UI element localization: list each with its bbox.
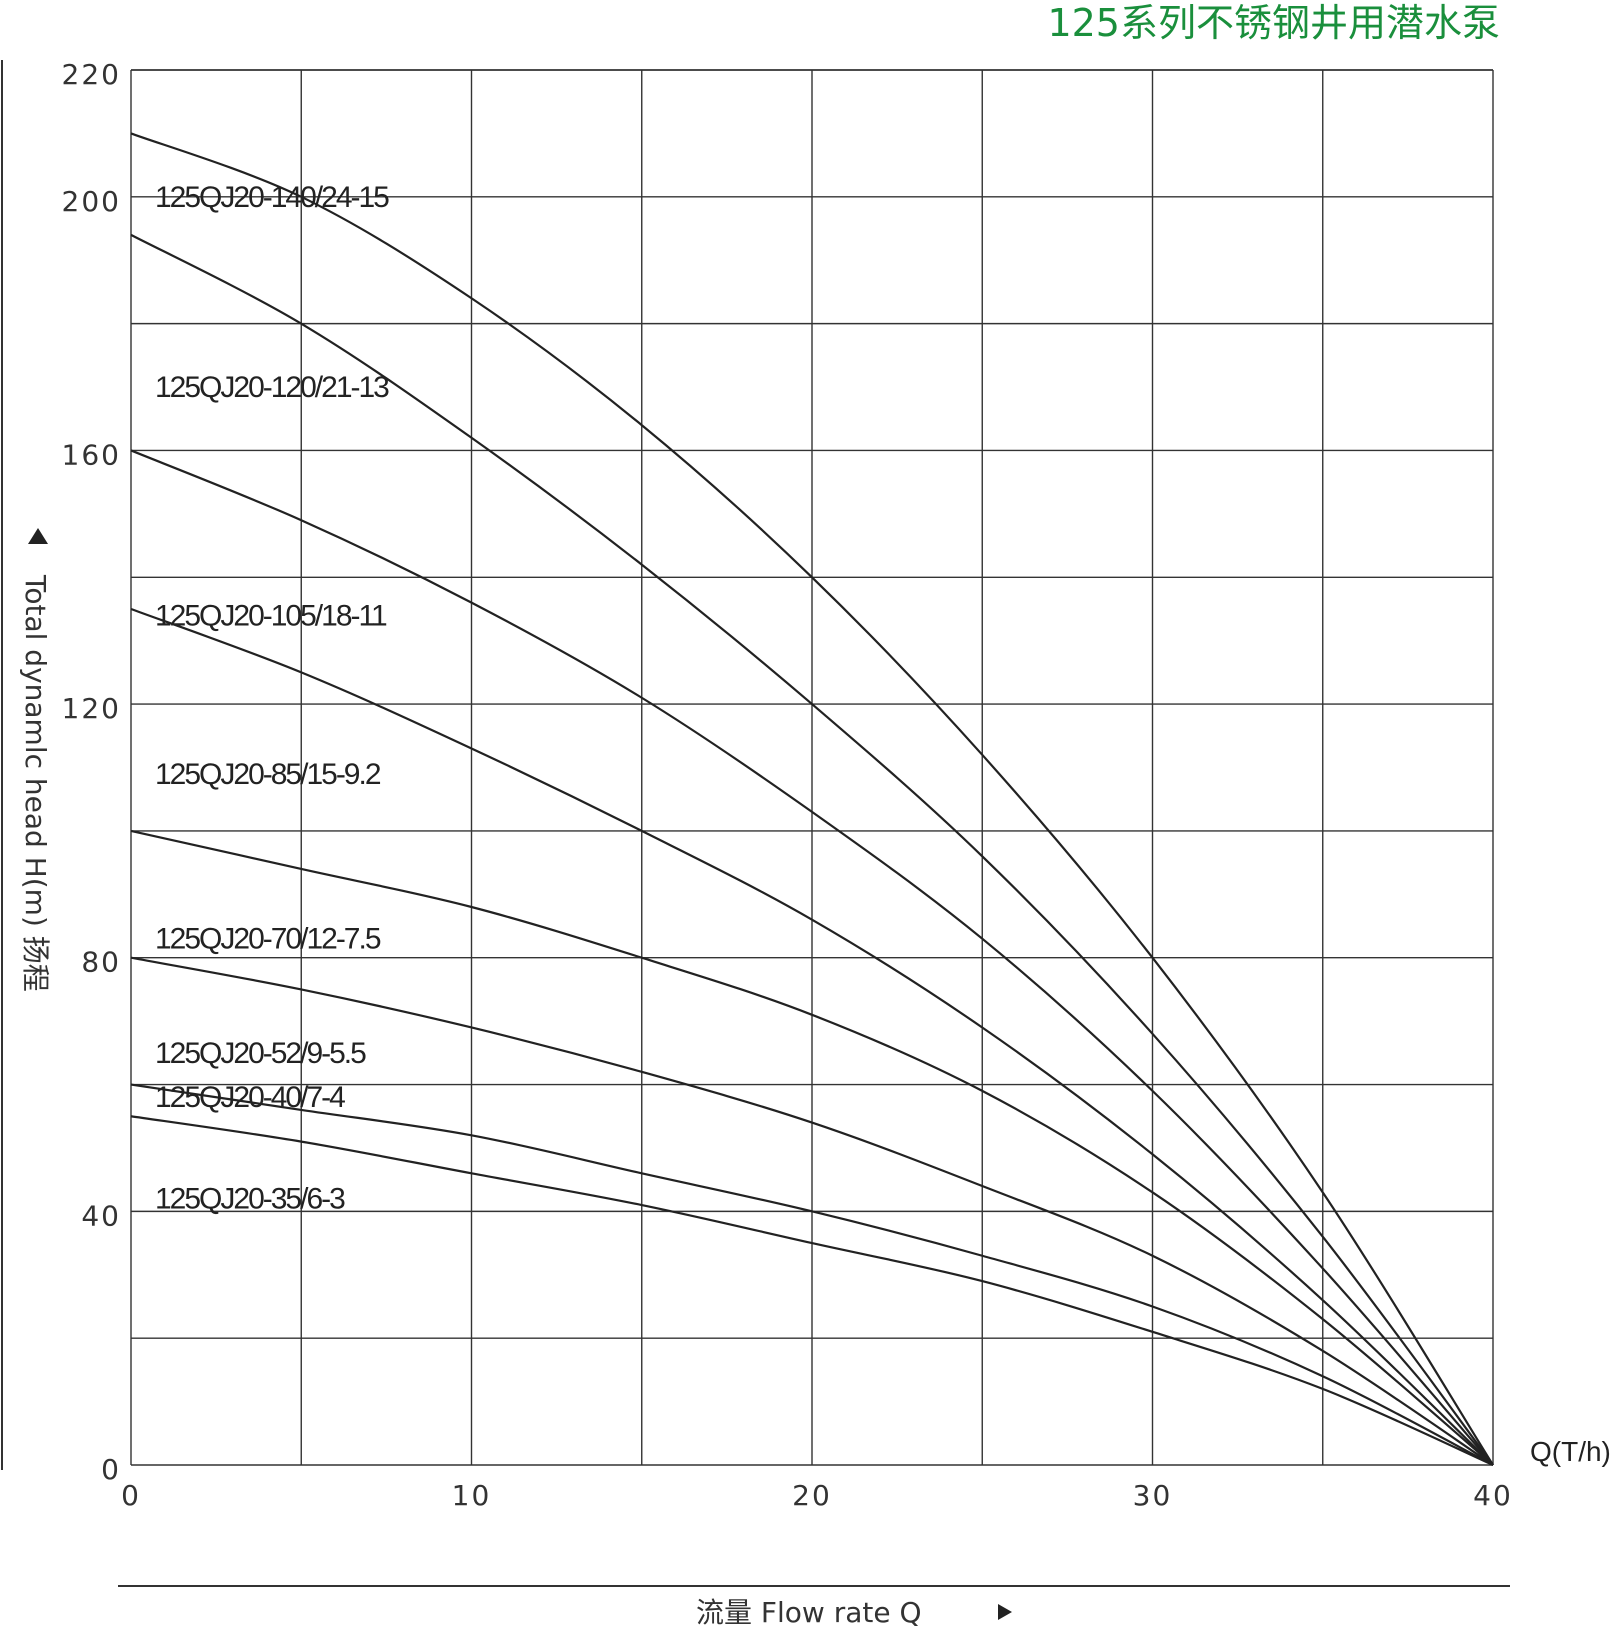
y-tick-label: 160	[62, 438, 121, 471]
y-tick-label: 120	[62, 692, 121, 725]
curve-label: 125QJ20-52/9-5.5	[155, 1037, 366, 1070]
y-tick-label: 40	[81, 1199, 121, 1232]
y-axis-arrow-icon	[28, 528, 48, 544]
tick-labels: 0 10 20 30 40 0 40 80 120 160 200 220	[62, 58, 1513, 1512]
x-tick-label: 20	[792, 1479, 832, 1512]
chart-title: 125系列不锈钢井用潜水泵	[1047, 1, 1500, 45]
curve-label: 125QJ20-70/12-7.5	[155, 923, 381, 956]
x-tick-label: 30	[1133, 1479, 1173, 1512]
y-axis-label: Total dynamlc head H(m) 扬程	[19, 574, 52, 992]
curve-labels: 125QJ20-140/24-15 125QJ20-120/21-13 125QJ2…	[155, 181, 391, 1216]
x-tick-label: 40	[1473, 1479, 1513, 1512]
y-tick-label: 80	[81, 946, 121, 979]
series-line-1	[130, 233, 1494, 1466]
series-line-7	[130, 1115, 1494, 1467]
y-tick-label: 200	[62, 185, 121, 218]
y-tick-label: 220	[62, 58, 121, 91]
series-line-6	[130, 1083, 1494, 1466]
y-tick-label: 0	[101, 1453, 121, 1486]
x-axis-unit: Q(T/h)	[1530, 1436, 1611, 1467]
series-line-3	[130, 607, 1494, 1466]
x-tick-label: 0	[121, 1479, 141, 1512]
series-line-2	[130, 449, 1494, 1466]
curve-label: 125QJ20-140/24-15	[155, 181, 389, 214]
x-tick-label: 10	[452, 1479, 492, 1512]
series-line-5	[130, 956, 1494, 1466]
curve-label: 125QJ20-105/18-11	[155, 599, 387, 632]
curve-label: 125QJ20-85/15-9.2	[155, 758, 381, 791]
series-line-0	[130, 132, 1494, 1466]
curve-label: 125QJ20-120/21-13	[155, 371, 389, 404]
series-line-4	[130, 829, 1494, 1466]
curve-label: 125QJ20-40/7-4	[155, 1081, 345, 1114]
curves	[130, 132, 1494, 1467]
curve-label: 125QJ20-35/6-3	[155, 1183, 345, 1216]
x-axis-label: 流量 Flow rate Q	[696, 1596, 922, 1628]
x-axis-arrow-icon	[998, 1604, 1012, 1620]
